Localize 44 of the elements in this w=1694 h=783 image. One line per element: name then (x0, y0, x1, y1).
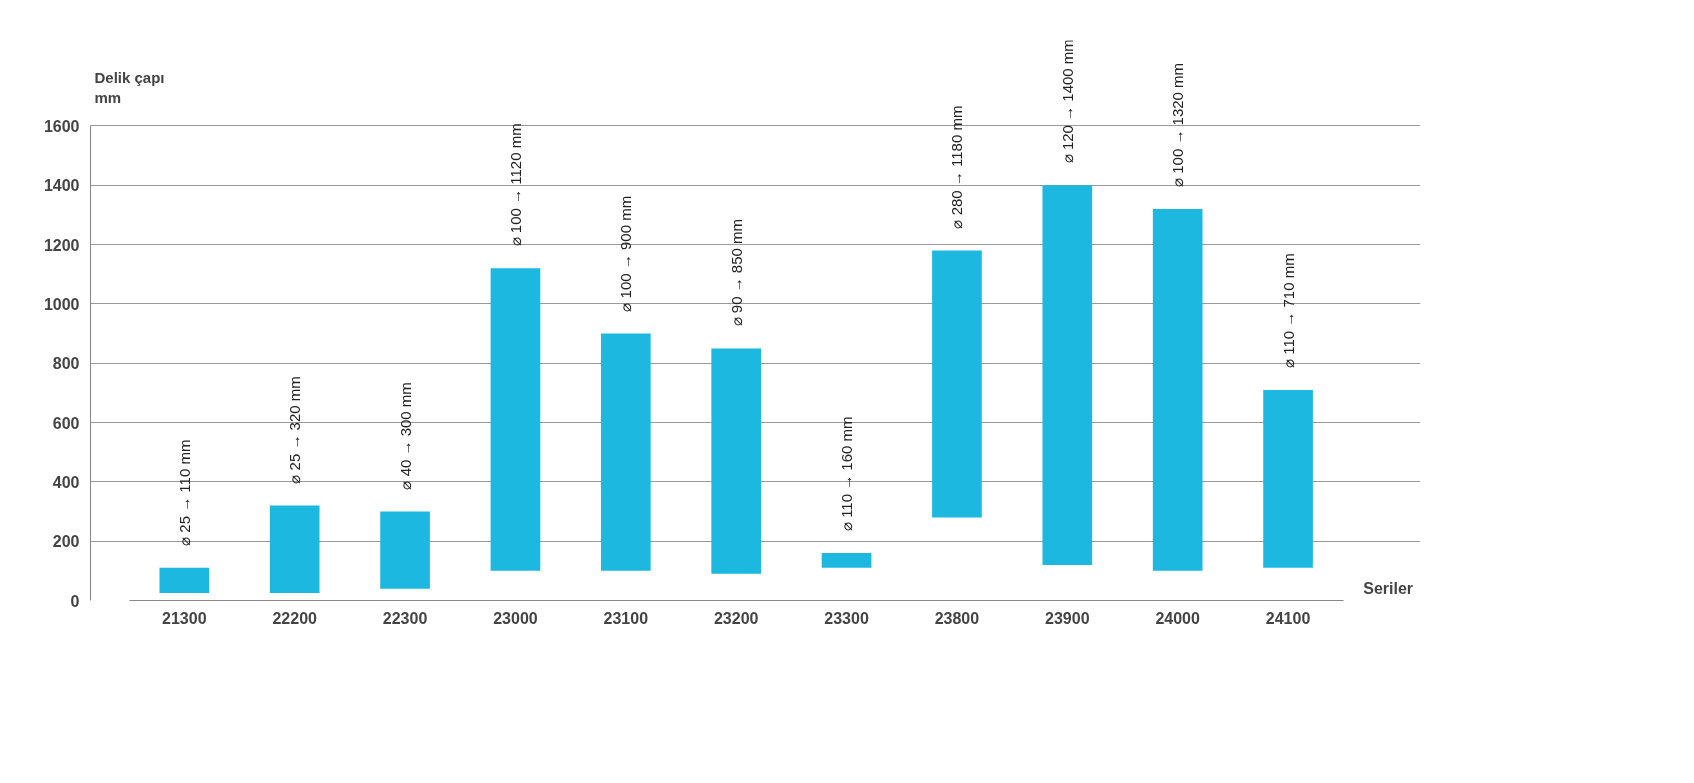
data-label: ⌀ 90 → 850 mm (727, 219, 745, 327)
y-tick-label: 1600 (43, 117, 80, 135)
bar (380, 511, 430, 589)
x-tick-label: 24000 (1155, 609, 1201, 627)
y-tick-label: 1400 (43, 177, 80, 195)
x-tick-label: 21300 (162, 609, 207, 627)
x-axis-title: Seriler (1363, 579, 1414, 597)
y-tick-label: 400 (52, 473, 80, 491)
data-label: ⌀ 100 → 1120 mm (506, 123, 524, 247)
y-tick-label: 600 (52, 414, 80, 432)
x-tick-label: 23900 (1045, 609, 1090, 627)
y-tick-label: 0 (70, 592, 80, 610)
data-label: ⌀ 110 → 160 mm (838, 416, 856, 532)
data-label: ⌀ 25 → 110 mm (175, 439, 193, 546)
data-label: ⌀ 40 → 300 mm (396, 382, 414, 490)
data-label: ⌀ 25 → 320 mm (286, 376, 304, 484)
x-tick-label: 23300 (824, 609, 869, 627)
data-label: ⌀ 120 → 1400 mm (1058, 39, 1076, 164)
bar (269, 505, 320, 594)
bar (600, 333, 651, 571)
y-axis-title: Delik çapı mm (94, 68, 165, 106)
bar (821, 553, 872, 568)
x-tick-label: 22200 (272, 609, 318, 627)
bar (490, 268, 541, 571)
y-tick-label: 1000 (43, 295, 80, 313)
bar (1263, 389, 1313, 568)
x-tick-label: 23800 (934, 609, 980, 627)
bar (711, 348, 762, 574)
x-tick-label: 24100 (1265, 609, 1311, 627)
x-tick-label: 23200 (713, 609, 759, 627)
data-label: ⌀ 110 → 710 mm (1279, 253, 1297, 368)
y-tick-label: 200 (52, 533, 80, 551)
x-tick-label: 23000 (493, 609, 538, 627)
bar (1042, 185, 1093, 565)
x-tick-label: 23100 (603, 609, 649, 627)
data-label: ⌀ 100 → 900 mm (617, 195, 635, 312)
bar (159, 567, 210, 594)
y-tick-label: 1200 (43, 236, 80, 254)
data-label: ⌀ 280 → 1180 mm (948, 105, 966, 229)
data-label: ⌀ 100 → 1320 mm (1169, 62, 1187, 187)
bar (1152, 208, 1203, 571)
bar (932, 250, 982, 518)
x-tick-label: 22300 (382, 609, 428, 627)
y-tick-label: 800 (52, 355, 80, 373)
